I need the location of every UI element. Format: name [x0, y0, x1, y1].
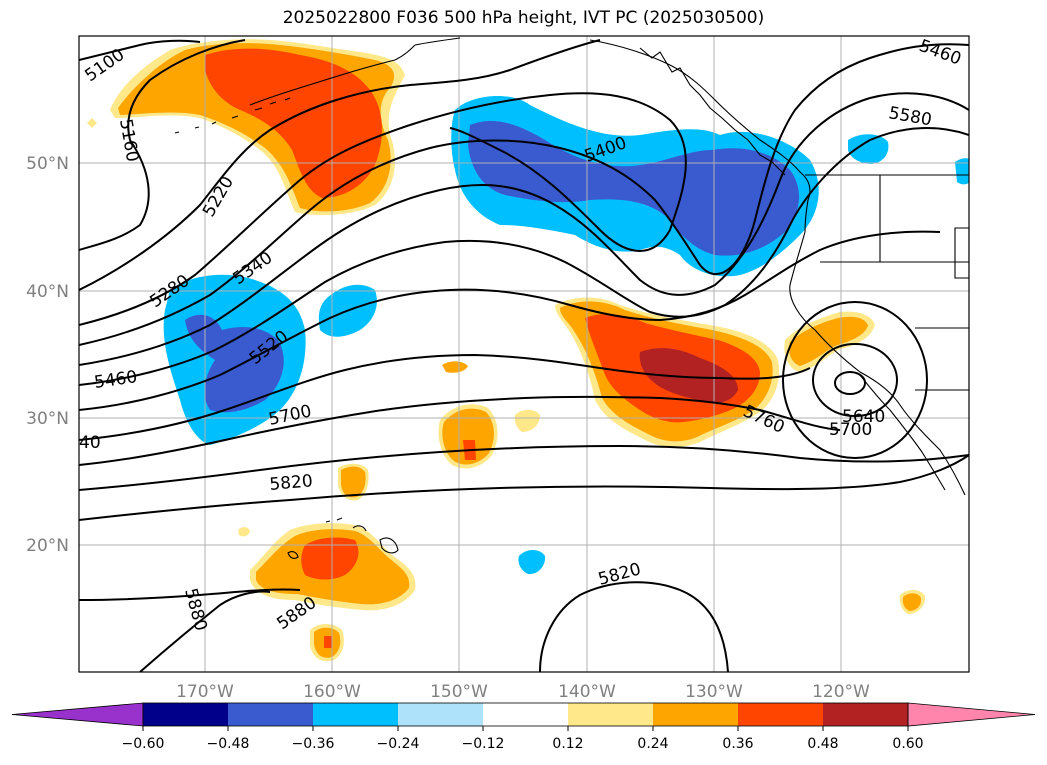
- height-contours: [79, 39, 969, 672]
- colorbar-swatch: [143, 703, 228, 726]
- colorbar-tick-label: −0.36: [292, 736, 335, 752]
- colorbar-swatch: [228, 703, 313, 726]
- ivt-negative-shading: [163, 95, 969, 575]
- colorbar-tick-label: −0.24: [377, 736, 420, 752]
- colorbar-tick-label: 0.24: [637, 736, 668, 752]
- longitude-labels: 170°W 160°W 150°W 140°W 130°W 120°W: [176, 682, 870, 702]
- colorbar-tick-label: −0.48: [207, 736, 250, 752]
- colorbar-swatch: [483, 703, 568, 726]
- colorbar-frame: [142, 702, 909, 727]
- colorbar-tick-label: 0.12: [552, 736, 583, 752]
- map-frame: [78, 35, 970, 673]
- lon-label-120w: 120°W: [812, 682, 870, 702]
- colorbar-tick-label: 0.36: [722, 736, 753, 752]
- colorbar-tick-label: −0.12: [462, 736, 505, 752]
- contour-label-5820-west: 5820: [269, 471, 314, 495]
- lon-label-140w: 140°W: [558, 682, 616, 702]
- colorbar-ticks: −0.60 −0.48 −0.36 −0.24 −0.12 0.12 0.24 0.36 0.4…: [122, 726, 924, 752]
- contour-label-5640-left: 40: [79, 433, 101, 453]
- colorbar-swatch: [398, 703, 483, 726]
- lat-label-30n: 30°N: [26, 409, 69, 429]
- colorbar-tick-label: −0.60: [122, 736, 165, 752]
- latitude-labels: 50°N 40°N 30°N 20°N: [26, 154, 69, 556]
- contour-label-5700-east: 5700: [829, 420, 872, 440]
- map-title: 2025022800 F036 500 hPa height, IVT PC (…: [282, 8, 765, 28]
- lon-label-150w: 150°W: [430, 682, 488, 702]
- lat-label-50n: 50°N: [26, 154, 69, 174]
- colorbar-swatch: [568, 703, 653, 726]
- colorbar-extend-high: [907, 702, 1036, 727]
- lon-label-130w: 130°W: [685, 682, 743, 702]
- colorbar-extend-low: [11, 702, 144, 727]
- coastlines: [174, 37, 969, 559]
- colorbar-swatches: [11, 702, 1036, 727]
- lat-label-40n: 40°N: [26, 282, 69, 302]
- lon-label-160w: 160°W: [303, 682, 361, 702]
- colorbar: −0.60 −0.48 −0.36 −0.24 −0.12 0.12 0.24 0.36 0.4…: [11, 702, 1036, 752]
- colorbar-swatch: [653, 703, 738, 726]
- lon-label-170w: 170°W: [176, 682, 234, 702]
- colorbar-swatch: [313, 703, 398, 726]
- colorbar-tick-label: 0.48: [807, 736, 838, 752]
- colorbar-swatch: [738, 703, 823, 726]
- lat-label-20n: 20°N: [26, 536, 69, 556]
- colorbar-swatch: [823, 703, 908, 726]
- colorbar-tick-label: 0.60: [892, 736, 923, 752]
- contour-label-5640-low: 5640: [842, 407, 885, 427]
